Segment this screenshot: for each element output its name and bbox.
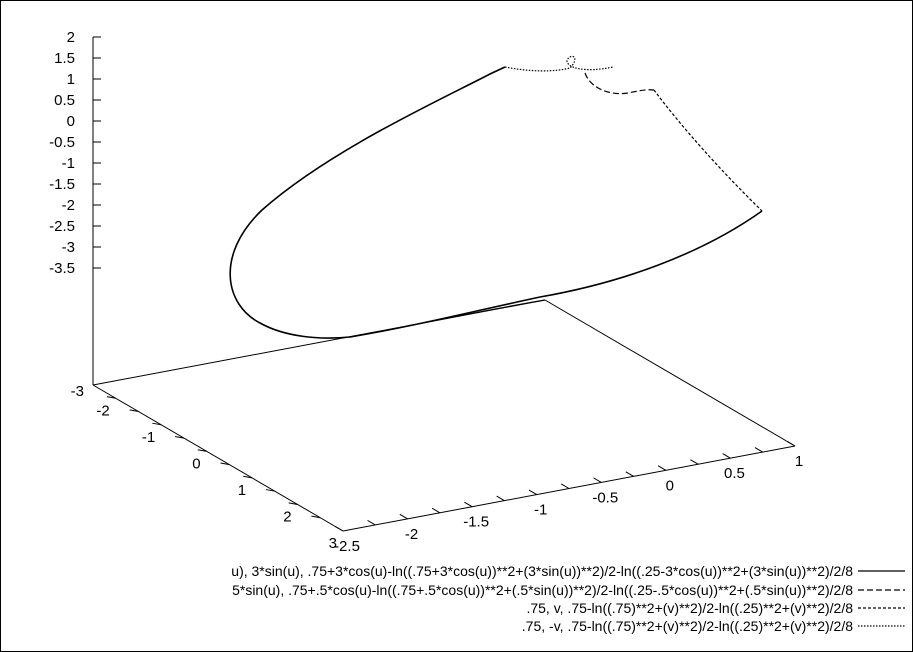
- legend-entry-1: u), 3*sin(u), .75+3*cos(u)-ln((.75+3*cos…: [231, 563, 905, 579]
- legend-entry-2: 5*sin(u), .75+.5*cos(u)-ln((.75+.5*cos(u…: [232, 582, 905, 598]
- series-1-curve: [229, 66, 763, 339]
- x-tick-mark: [334, 526, 344, 532]
- y-tick-mark: [152, 422, 162, 426]
- y-tick-mark: [106, 396, 116, 399]
- legend-label-4: .75, -v, .75-ln((.75)**2+(v)**2)/2-ln((.…: [522, 618, 853, 634]
- x-tick-label: 0: [666, 477, 674, 494]
- y-tick-label: -1: [142, 429, 155, 446]
- legend-label-3: .75, v, .75-ln((.75)**2+(v)**2)/2-ln((.2…: [526, 600, 853, 616]
- y-tick-label: 2: [283, 508, 291, 525]
- y-tick-mark: [243, 475, 253, 479]
- side-edge-line: [544, 299, 796, 447]
- x-tick-mark: [560, 483, 570, 489]
- series-3-curve: [653, 89, 763, 212]
- y-tick-label: 3: [329, 535, 337, 552]
- y-tick-label: 1: [238, 482, 246, 499]
- x-tick-label: -1: [534, 502, 547, 519]
- y-tick-mark: [265, 489, 275, 492]
- legend: u), 3*sin(u), .75+3*cos(u)-ln((.75+3*cos…: [231, 563, 905, 634]
- x-tick-mark: [690, 459, 699, 465]
- z-tick-label: 1: [67, 71, 75, 88]
- x-tick-mark: [464, 501, 473, 508]
- series-4-curve: [504, 55, 614, 72]
- z-tick-label: -1: [62, 155, 75, 172]
- z-tick-label: 2: [67, 29, 75, 46]
- y-tick-label: 0: [192, 455, 200, 472]
- y-tick-mark: [174, 435, 184, 439]
- x-tick-label: -2: [405, 526, 418, 543]
- y-axis-line: [92, 384, 344, 532]
- series-curves: [229, 55, 763, 339]
- legend-label-2: 5*sin(u), .75+.5*cos(u)-ln((.75+.5*cos(u…: [232, 582, 853, 598]
- x-tick-label: -2.5: [334, 538, 360, 555]
- x-tick-mark: [399, 513, 408, 520]
- legend-entry-4: .75, -v, .75-ln((.75)**2+(v)**2)/2-ln((.…: [522, 618, 905, 634]
- x-tick-label: -0.5: [592, 489, 618, 506]
- x-tick-label: 1: [795, 453, 803, 470]
- series-1-curve-lower: [349, 299, 546, 338]
- z-tick-label: -2: [62, 197, 75, 214]
- x-tick-label: -1.5: [463, 514, 489, 531]
- z-tick-label: 1.5: [54, 50, 75, 67]
- y-tick-mark: [311, 515, 321, 519]
- z-tick-label: 0: [67, 113, 75, 130]
- y-axis-ticks: -2 -1 0 1 2 3: [96, 396, 337, 552]
- z-axis-ticks: 2 1.5 1 0.5 0 -0.5 -1 -1.5 -2 -2.5 -3 -3.5: [49, 29, 101, 277]
- x-axis-ticks: -2.5 -2 -1.5 -1 -0.5 0 0.5 1: [334, 441, 803, 555]
- base-corner-label: -3: [71, 383, 84, 400]
- z-tick-label: -2.5: [49, 218, 75, 235]
- x-tick-mark: [593, 477, 602, 483]
- x-tick-mark: [431, 507, 441, 514]
- y-tick-mark: [197, 449, 207, 452]
- x-tick-label: 0.5: [724, 465, 745, 482]
- y-tick-mark: [129, 409, 139, 413]
- x-tick-mark: [657, 465, 667, 471]
- x-tick-mark: [528, 489, 537, 496]
- y-tick-mark: [288, 502, 298, 505]
- z-tick-label: -3.5: [49, 260, 75, 277]
- z-tick-label: -0.5: [49, 134, 75, 151]
- z-tick-label: -3: [62, 239, 75, 256]
- x-tick-mark: [754, 447, 763, 453]
- y-tick-mark: [220, 462, 230, 466]
- x-tick-mark: [786, 441, 796, 447]
- legend-label-1: u), 3*sin(u), .75+3*cos(u)-ln((.75+3*cos…: [231, 563, 853, 579]
- x-tick-mark: [496, 495, 505, 502]
- z-tick-label: -1.5: [49, 176, 75, 193]
- x-tick-mark: [722, 453, 731, 459]
- x-tick-mark: [367, 519, 376, 526]
- legend-entry-3: .75, v, .75-ln((.75)**2+(v)**2)/2-ln((.2…: [526, 600, 905, 616]
- series-2-curve: [584, 72, 655, 95]
- y-tick-label: -2: [96, 402, 109, 419]
- x-tick-mark: [625, 471, 634, 477]
- z-tick-label: 0.5: [54, 92, 75, 109]
